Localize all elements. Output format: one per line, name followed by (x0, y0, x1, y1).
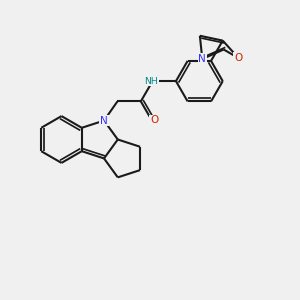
Text: NH: NH (144, 76, 158, 85)
Text: N: N (198, 54, 206, 64)
Text: O: O (234, 53, 242, 63)
Text: O: O (150, 116, 158, 125)
Text: N: N (100, 116, 108, 126)
